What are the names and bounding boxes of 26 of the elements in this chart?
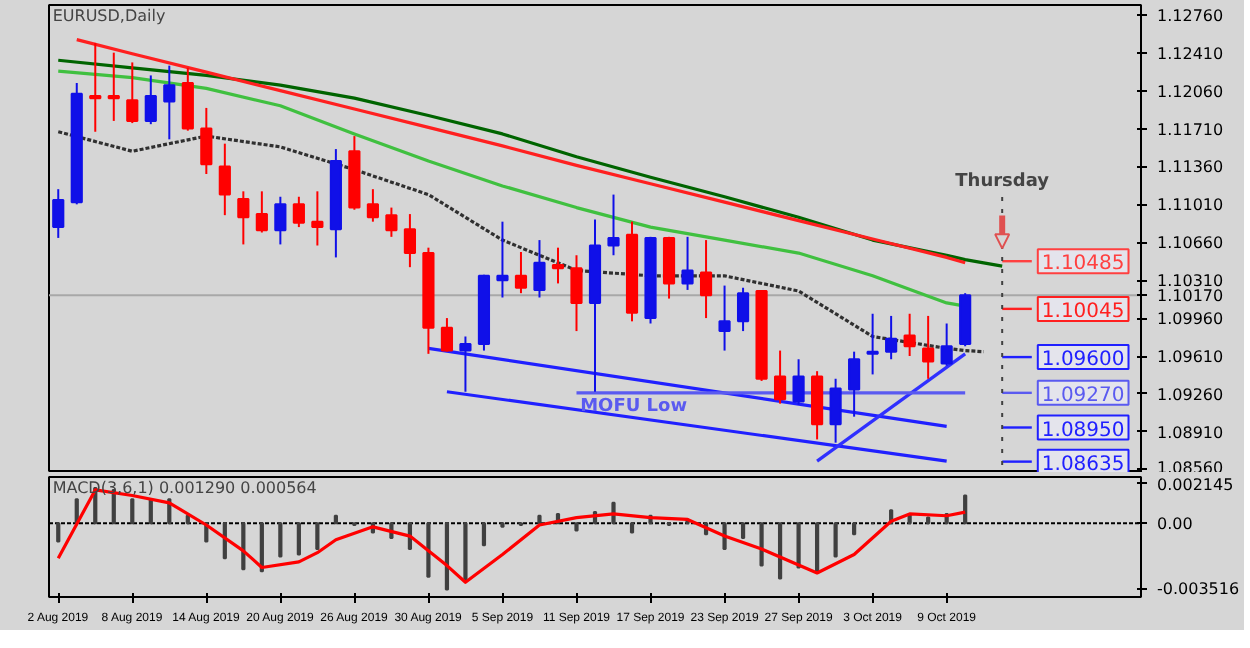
y-tick-label: 1.08910 (1157, 423, 1224, 442)
y-tick-label: 1.09260 (1157, 385, 1224, 404)
annotation: Thursday (955, 172, 1050, 193)
ref-line-label: 1.10045 (1041, 300, 1125, 323)
ref-line-label: 1.10485 (1041, 253, 1125, 276)
y-tick-label: 1.09610 (1157, 348, 1224, 366)
chart-title: MACD(3,6,1) 0.001290 0.000564 (52, 479, 317, 497)
y-tick-label: -0.003516 (1157, 580, 1240, 599)
y-tick-label: 1.12410 (1157, 44, 1224, 63)
y-tick-label: 1.09960 (1157, 310, 1224, 329)
y-tick-label: 1.10660 (1157, 234, 1224, 253)
y-tick-label: 1.11010 (1157, 196, 1224, 215)
series-label: MOFU Low (580, 396, 688, 417)
ref-line-label: 1.08950 (1041, 419, 1125, 442)
y-tick-label: 0.00 (1157, 515, 1193, 534)
ref-line-label: 1.08635 (1041, 453, 1125, 476)
y-tick-label: 1.12760 (1157, 6, 1224, 25)
y-tick-label: 1.10310 (1157, 272, 1224, 291)
y-tick-label: 1.11710 (1157, 120, 1224, 139)
y-tick-label: 1.11360 (1157, 158, 1224, 177)
chart-title: EURUSD,Daily (52, 7, 166, 25)
ref-line-label: 1.09600 (1041, 349, 1125, 372)
y-tick-label: 0.002145 (1157, 475, 1234, 494)
y-tick-label: 1.10170 (1157, 287, 1224, 306)
ref-line-label: 1.09270 (1041, 384, 1125, 407)
y-tick-label: 1.12060 (1157, 82, 1224, 101)
